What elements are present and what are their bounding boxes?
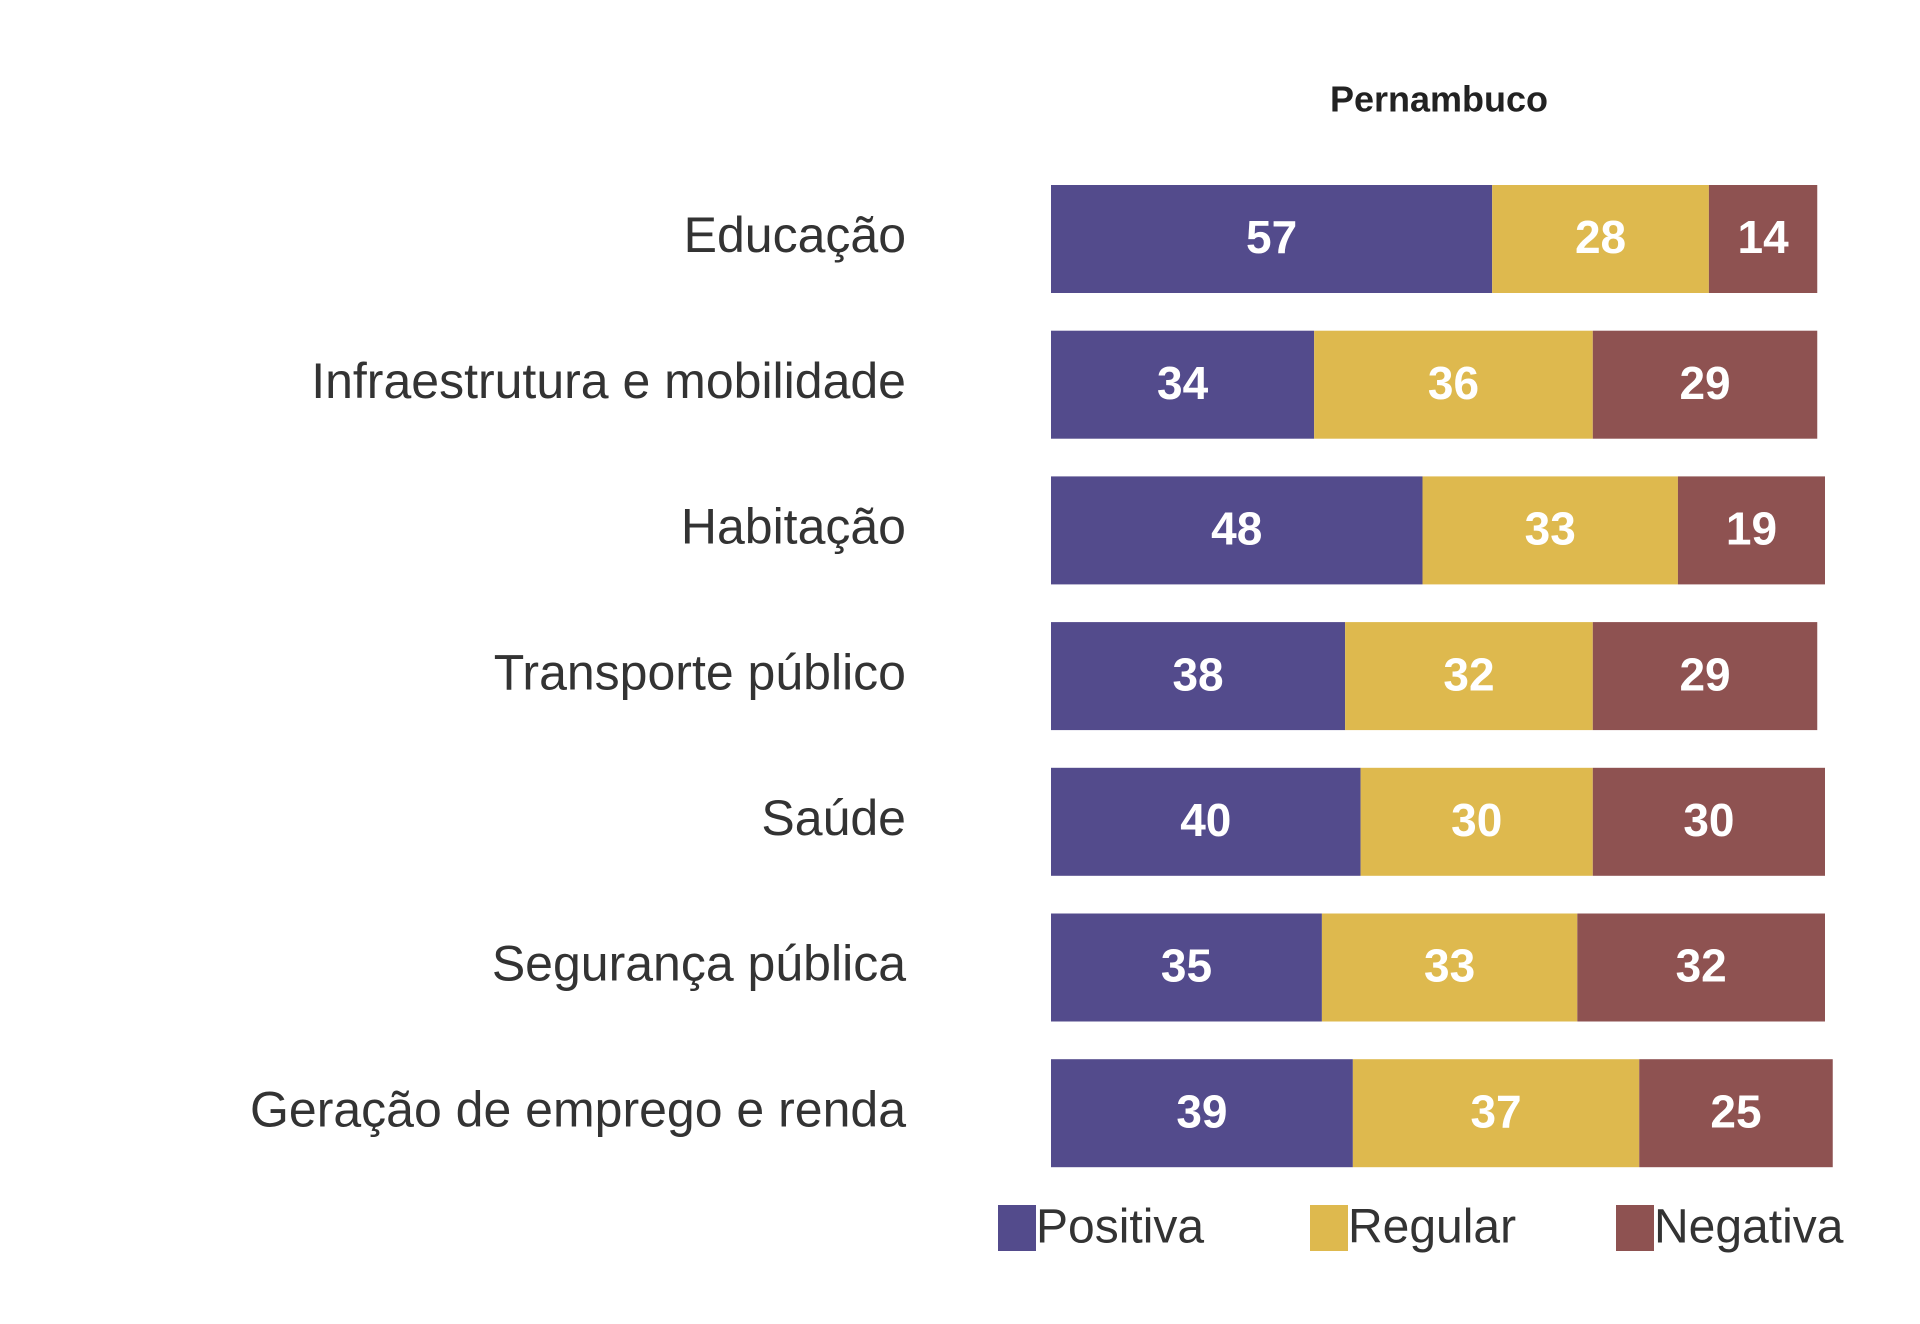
- value-label: 32: [1676, 940, 1727, 992]
- category-label: Segurança pública: [492, 936, 906, 992]
- value-label: 30: [1683, 794, 1734, 846]
- bar-segment: [1639, 1059, 1833, 1168]
- bar-segment: [1051, 767, 1361, 876]
- category-label: Saúde: [761, 790, 906, 846]
- value-label: 57: [1246, 211, 1297, 263]
- bar-segment: [1051, 913, 1322, 1022]
- value-label: 33: [1424, 940, 1475, 992]
- legend-label: Negativa: [1654, 1201, 1844, 1254]
- bar-segment: [1708, 185, 1818, 293]
- value-label: 38: [1172, 648, 1223, 700]
- bar-segment: [1360, 767, 1593, 876]
- legend-label: Regular: [1348, 1201, 1516, 1254]
- bar-segment: [1592, 330, 1818, 439]
- bar-segment: [1051, 330, 1315, 439]
- bar-segment: [1492, 185, 1709, 293]
- value-label: 35: [1161, 940, 1212, 992]
- bar-segment: [1051, 476, 1423, 585]
- value-label: 32: [1443, 648, 1494, 700]
- value-label: 37: [1470, 1085, 1521, 1137]
- bar-segment: [1051, 185, 1493, 293]
- legend-swatch: [1616, 1205, 1654, 1251]
- value-label: 19: [1726, 503, 1777, 555]
- bar-segment: [1577, 913, 1825, 1022]
- legend-swatch: [998, 1205, 1036, 1251]
- category-label: Geração de emprego e renda: [250, 1081, 906, 1137]
- value-label: 40: [1180, 794, 1231, 846]
- bar-segment: [1051, 1059, 1353, 1168]
- bar-segment: [1352, 1059, 1640, 1168]
- value-label: 28: [1575, 211, 1626, 263]
- bar-segment: [1051, 622, 1346, 731]
- category-label: Transporte público: [494, 644, 906, 700]
- legend-swatch: [1310, 1205, 1348, 1251]
- value-label: 30: [1451, 794, 1502, 846]
- bar-segment: [1345, 622, 1593, 731]
- value-label: 48: [1211, 503, 1262, 555]
- category-label: Educação: [684, 207, 906, 263]
- value-label: 33: [1525, 503, 1576, 555]
- bar-segment: [1422, 476, 1678, 585]
- bar-segment: [1592, 622, 1818, 731]
- value-label: 36: [1428, 357, 1479, 409]
- value-label: 29: [1679, 357, 1730, 409]
- chart-title: Pernambuco: [1330, 79, 1548, 120]
- bar-segment: [1314, 330, 1593, 439]
- value-label: 25: [1710, 1085, 1761, 1137]
- value-label: 14: [1737, 211, 1789, 263]
- value-label: 29: [1679, 648, 1730, 700]
- legend-label: Positiva: [1036, 1201, 1204, 1254]
- value-label: 34: [1157, 357, 1209, 409]
- bar-segment: [1592, 767, 1825, 876]
- category-label: Habitação: [681, 499, 906, 555]
- category-label: Infraestrutura e mobilidade: [311, 353, 906, 409]
- bar-segment: [1677, 476, 1825, 585]
- value-label: 39: [1176, 1085, 1227, 1137]
- bar-segment: [1321, 913, 1578, 1022]
